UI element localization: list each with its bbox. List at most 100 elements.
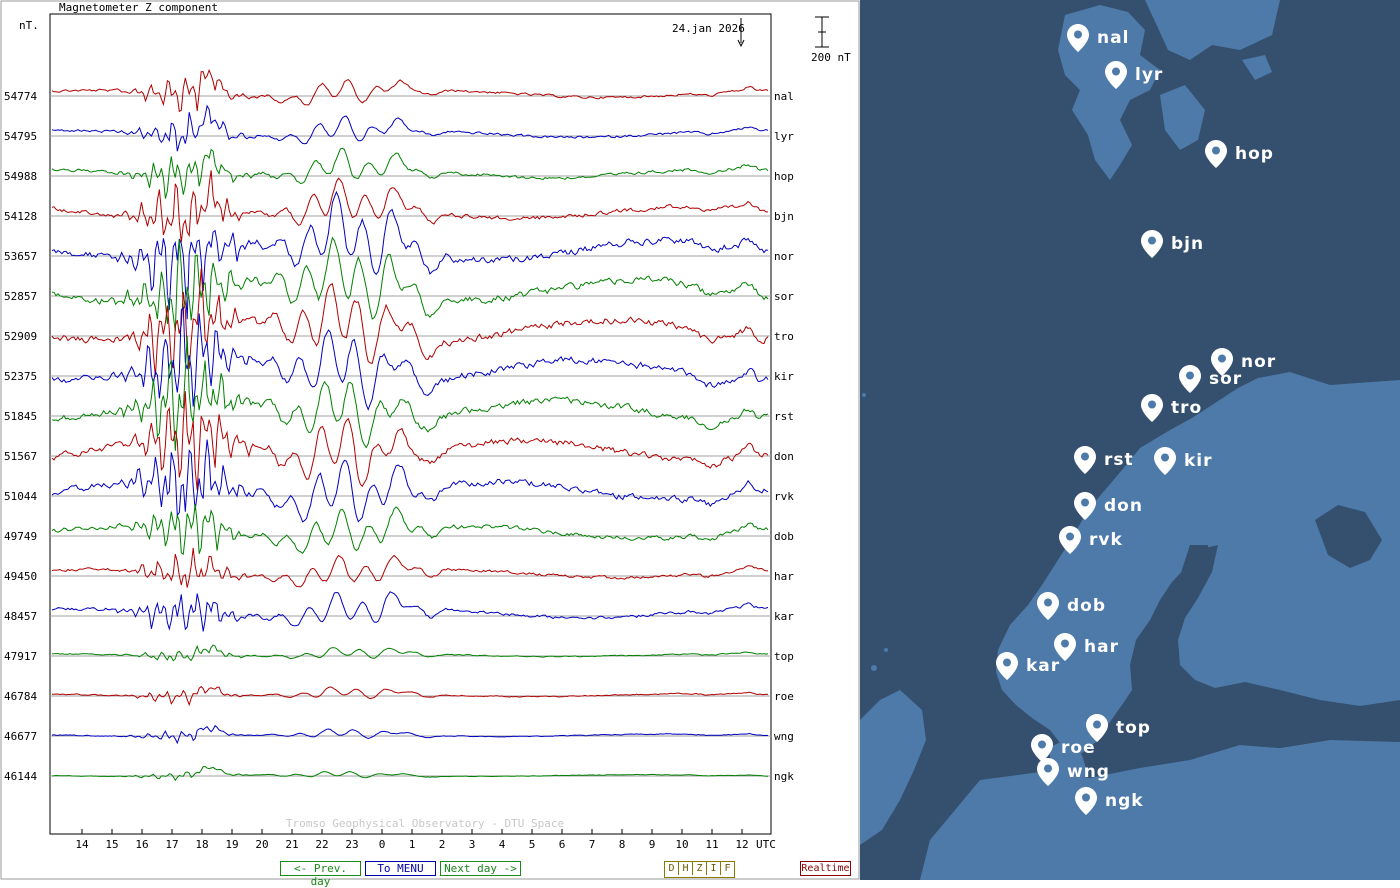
menu-button[interactable]: To MENU bbox=[365, 861, 436, 876]
baseline-value-label: 51044 bbox=[4, 490, 37, 503]
x-tick-label: 2 bbox=[439, 838, 446, 851]
map-pin-icon bbox=[1054, 633, 1076, 661]
x-tick-label: 17 bbox=[165, 838, 178, 851]
station-marker-don[interactable]: don bbox=[1074, 492, 1143, 520]
station-label: rvk bbox=[774, 490, 794, 503]
map-pin-icon bbox=[1067, 24, 1089, 52]
x-tick-label: 21 bbox=[285, 838, 298, 851]
map-pin-icon bbox=[1105, 61, 1127, 89]
next-day-button[interactable]: Next day -> bbox=[440, 861, 521, 876]
station-name-label: nor bbox=[1241, 352, 1277, 372]
station-marker-wng[interactable]: wng bbox=[1037, 758, 1110, 786]
station-marker-nor[interactable]: nor bbox=[1211, 348, 1276, 376]
plot-frame bbox=[49, 13, 772, 835]
station-name-label: don bbox=[1104, 496, 1143, 516]
station-marker-rst[interactable]: rst bbox=[1074, 446, 1134, 474]
x-tick-label: 8 bbox=[619, 838, 626, 851]
component-i-button[interactable]: I bbox=[707, 862, 721, 875]
component-d-button[interactable]: D bbox=[665, 862, 679, 875]
station-marker-bjn[interactable]: bjn bbox=[1141, 230, 1204, 258]
component-h-button[interactable]: H bbox=[679, 862, 693, 875]
station-marker-lyr[interactable]: lyr bbox=[1105, 61, 1163, 89]
map-pin-icon bbox=[1031, 734, 1053, 762]
baseline-value-label: 53657 bbox=[4, 250, 37, 263]
map-pin-icon bbox=[1205, 140, 1227, 168]
station-map: nal lyr hop bjn nor sor tro rst kir don rvk dob har k… bbox=[860, 0, 1400, 880]
x-tick-label: 1 bbox=[409, 838, 416, 851]
component-z-button[interactable]: Z bbox=[693, 862, 707, 875]
x-tick-label: 3 bbox=[469, 838, 476, 851]
station-marker-kar[interactable]: kar bbox=[996, 652, 1060, 680]
station-marker-ngk[interactable]: ngk bbox=[1075, 787, 1144, 815]
component-f-button[interactable]: F bbox=[724, 863, 731, 874]
station-label: nor bbox=[774, 250, 794, 263]
map-pin-icon bbox=[1074, 492, 1096, 520]
prev-day-button[interactable]: <- Prev. day bbox=[280, 861, 361, 888]
station-label: hop bbox=[774, 170, 794, 183]
scale-bar-label: 200 nT bbox=[811, 51, 851, 64]
station-marker-tro[interactable]: tro bbox=[1141, 394, 1202, 422]
baseline-value-label: 51845 bbox=[4, 410, 37, 423]
station-marker-rvk[interactable]: rvk bbox=[1059, 526, 1123, 554]
station-name-label: kar bbox=[1026, 656, 1061, 676]
chart-title: Magnetometer Z component bbox=[59, 1, 218, 14]
station-marker-roe[interactable]: roe bbox=[1031, 734, 1096, 762]
series-line-lyr bbox=[51, 104, 769, 152]
sea-areas bbox=[1096, 505, 1400, 748]
panel-border bbox=[0, 0, 860, 880]
station-marker-kir[interactable]: kir bbox=[1154, 447, 1213, 475]
x-axis-unit: UTC bbox=[756, 838, 776, 851]
series-line-kar bbox=[51, 591, 769, 632]
series-line-rst bbox=[51, 336, 769, 451]
x-tick-label: 11 bbox=[705, 838, 718, 851]
map-pin-icon bbox=[1141, 230, 1163, 258]
station-label: sor bbox=[774, 290, 794, 303]
station-name-label: rvk bbox=[1089, 530, 1123, 550]
series-line-har bbox=[51, 547, 769, 588]
station-label: roe bbox=[774, 690, 794, 703]
baseline-value-label: 48457 bbox=[4, 610, 37, 623]
realtime-button[interactable]: Realtime bbox=[800, 861, 851, 876]
baseline-value-label: 54774 bbox=[4, 90, 37, 103]
x-tick-label: 15 bbox=[105, 838, 118, 851]
station-label: har bbox=[774, 570, 794, 583]
station-marker-nal[interactable]: nal bbox=[1067, 24, 1129, 52]
station-marker-hop[interactable]: hop bbox=[1205, 140, 1274, 168]
x-tick-label: 23 bbox=[345, 838, 358, 851]
station-name-label: rst bbox=[1104, 450, 1134, 470]
x-tick-label: 10 bbox=[675, 838, 688, 851]
station-name-label: roe bbox=[1061, 738, 1096, 758]
map-pin-icon bbox=[1179, 365, 1201, 393]
x-tick-label: 22 bbox=[315, 838, 328, 851]
land-masses bbox=[860, 0, 1400, 880]
map-pin-icon bbox=[1075, 787, 1097, 815]
baseline-value-label: 54128 bbox=[4, 210, 37, 223]
station-label: don bbox=[774, 450, 794, 463]
series-line-wng bbox=[51, 724, 769, 745]
scandinavia-map bbox=[860, 0, 1400, 880]
baseline-value-label: 51567 bbox=[4, 450, 37, 463]
map-pin-icon bbox=[1154, 447, 1176, 475]
station-name-label: hop bbox=[1235, 144, 1274, 164]
magnetometer-plot-panel: Magnetometer Z component nT. 24.jan 2026 20… bbox=[0, 0, 860, 888]
station-marker-dob[interactable]: dob bbox=[1037, 592, 1106, 620]
baseline-value-label: 54795 bbox=[4, 130, 37, 143]
x-tick-label: 18 bbox=[195, 838, 208, 851]
baseline-value-label: 46144 bbox=[4, 770, 37, 783]
series-line-roe bbox=[52, 685, 769, 707]
map-pin-icon bbox=[1037, 758, 1059, 786]
map-pin-icon bbox=[1141, 394, 1163, 422]
series-line-nal bbox=[51, 68, 769, 113]
x-tick-label: 6 bbox=[559, 838, 566, 851]
station-marker-har[interactable]: har bbox=[1054, 633, 1119, 661]
station-marker-top[interactable]: top bbox=[1086, 714, 1151, 742]
baseline-value-label: 54988 bbox=[4, 170, 37, 183]
baseline-value-label: 52375 bbox=[4, 370, 37, 383]
station-label: kir bbox=[774, 370, 794, 383]
station-marker-sor[interactable]: sor bbox=[1179, 365, 1242, 393]
date-marker-arrow bbox=[737, 39, 745, 48]
station-name-label: kir bbox=[1184, 451, 1213, 471]
map-pin-icon bbox=[1086, 714, 1108, 742]
station-name-label: bjn bbox=[1171, 234, 1205, 254]
